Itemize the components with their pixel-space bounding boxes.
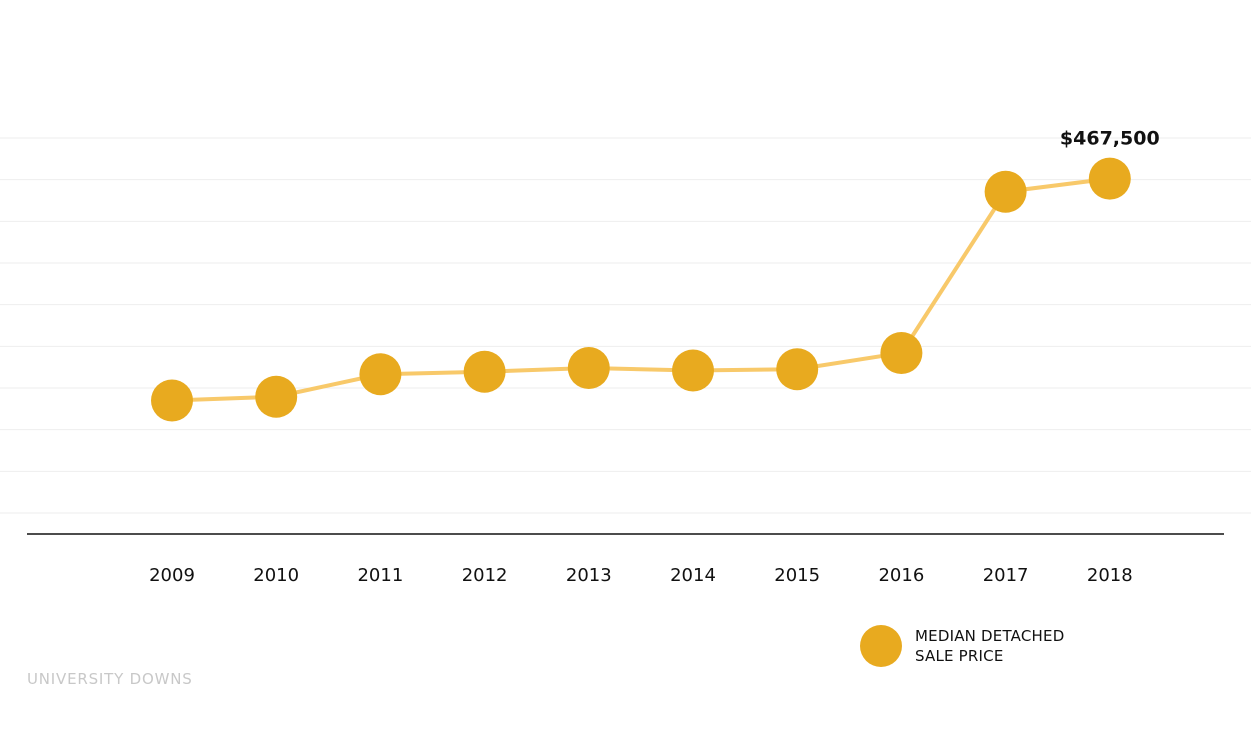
- x-tick-label-2018: 2018: [1087, 565, 1133, 586]
- x-tick-label-2016: 2016: [878, 565, 924, 586]
- data-point-2014: [672, 349, 714, 392]
- x-tick-label-2017: 2017: [983, 565, 1029, 586]
- legend-label-line1: MEDIAN DETACHED: [915, 627, 1065, 645]
- data-point-2012: [463, 350, 506, 393]
- x-tick-label-2013: 2013: [566, 565, 612, 586]
- legend-marker-icon: [860, 625, 902, 667]
- x-tick-label-2012: 2012: [462, 565, 508, 586]
- legend: MEDIAN DETACHED SALE PRICE: [860, 625, 1105, 667]
- x-tick-label-2014: 2014: [670, 565, 716, 586]
- neighborhood-label: UNIVERSITY DOWNS: [27, 670, 193, 688]
- legend-label-line2: SALE PRICE: [915, 647, 1004, 665]
- data-point-2011: [359, 353, 402, 396]
- data-point-2017: [984, 170, 1027, 213]
- x-tick-label-2010: 2010: [253, 565, 299, 586]
- x-tick-label-2009: 2009: [149, 565, 195, 586]
- data-point-2013: [567, 347, 610, 389]
- data-point-2016: [880, 332, 923, 374]
- legend-label: MEDIAN DETACHED SALE PRICE: [915, 626, 1105, 666]
- data-label-2018: $467,500: [1060, 128, 1160, 150]
- data-point-2018: [1088, 157, 1131, 200]
- x-tick-label-2011: 2011: [357, 565, 403, 586]
- data-labels: $467,500: [1060, 128, 1160, 150]
- data-points: [151, 157, 1131, 422]
- data-point-2009: [151, 379, 193, 422]
- series-line: [171, 176, 1111, 403]
- data-point-2010: [255, 375, 298, 418]
- x-tick-labels: 2009 2010 2011 2012 2013 2014 2015 2016 2017 2018: [149, 565, 1133, 586]
- data-point-2015: [776, 348, 819, 391]
- x-tick-label-2015: 2015: [774, 565, 820, 586]
- gridlines: [0, 137, 1251, 514]
